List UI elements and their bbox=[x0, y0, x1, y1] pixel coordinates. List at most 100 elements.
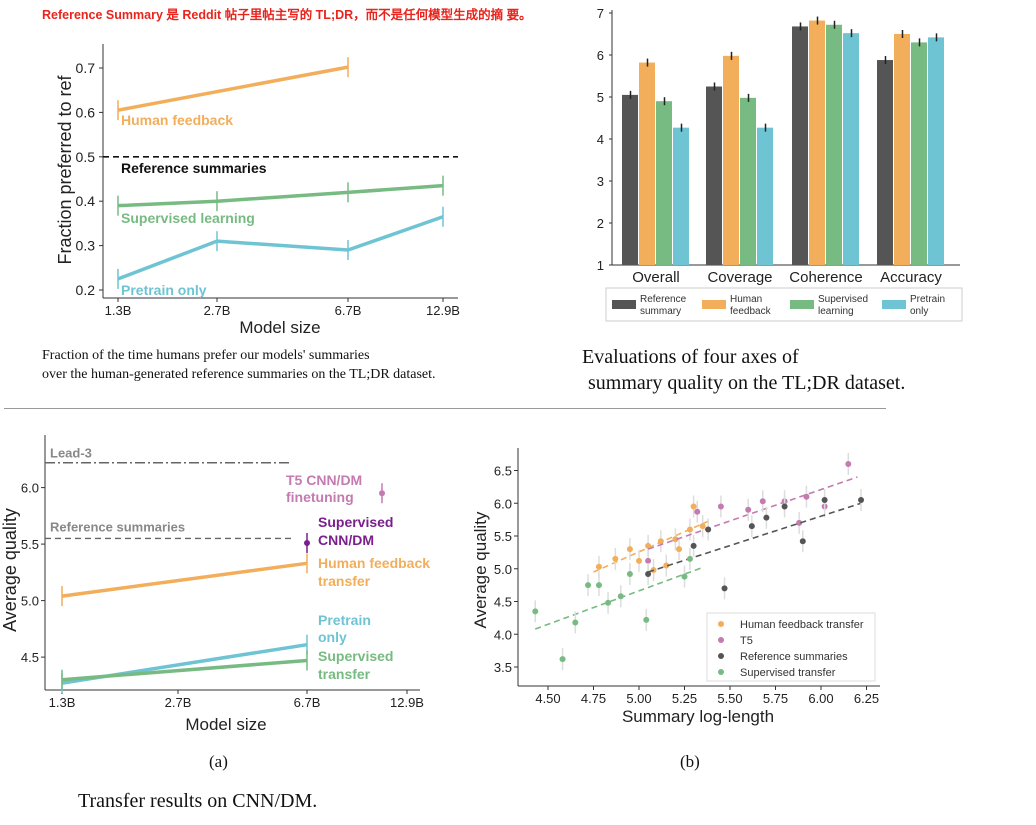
legend-swatch bbox=[882, 300, 906, 309]
y-tick-label: 5.5 bbox=[21, 537, 39, 552]
caption-transfer: Transfer results on CNN/DM. bbox=[78, 790, 318, 812]
y-tick-label: 4.0 bbox=[494, 627, 512, 642]
scatter-point bbox=[858, 496, 865, 503]
label-pretrain: Pretrain bbox=[318, 612, 371, 628]
x-tick-label: Coverage bbox=[707, 269, 772, 286]
x-tick-label: Coherence bbox=[789, 269, 862, 286]
scatter-point bbox=[672, 536, 679, 543]
y-tick-label: 5.5 bbox=[494, 529, 512, 544]
scatter-point bbox=[645, 570, 652, 577]
legend-swatch bbox=[612, 300, 636, 309]
x-tick-label: 1.3B bbox=[49, 695, 76, 710]
bar bbox=[792, 26, 808, 265]
scatter-point bbox=[643, 616, 650, 623]
x-tick-label: 5.00 bbox=[626, 691, 651, 706]
legend-label: feedback bbox=[730, 306, 772, 317]
chart-quality-vs-length: 3.5 4.0 4.5 5.0 5.5 6.0 6.5 4.50 4.75 5.00 5.25 5.5… bbox=[471, 448, 880, 726]
y-tick-label: 5.0 bbox=[21, 594, 39, 609]
y-tick-label: 4.5 bbox=[21, 650, 39, 665]
scatter-point bbox=[559, 656, 566, 663]
scatter-point bbox=[532, 608, 539, 615]
y-tick-label: 4.5 bbox=[494, 595, 512, 610]
scatter-point bbox=[799, 538, 806, 545]
scatter-point bbox=[636, 557, 642, 564]
legend-label: Reference bbox=[640, 294, 687, 305]
bar bbox=[894, 34, 910, 265]
scatter-point bbox=[626, 570, 633, 577]
legend-marker bbox=[718, 637, 724, 643]
bar bbox=[673, 127, 689, 265]
x-tick-label: 2.7B bbox=[165, 695, 192, 710]
label-supervised-learning: Supervised learning bbox=[121, 210, 255, 226]
legend-marker bbox=[718, 669, 724, 675]
y-tick-label: 6 bbox=[597, 48, 604, 63]
series-line bbox=[117, 215, 444, 281]
label-reference-summaries: Reference summaries bbox=[121, 160, 267, 176]
section-divider bbox=[4, 408, 886, 409]
label-supervised-transfer: Supervised bbox=[318, 648, 393, 664]
scatter-point bbox=[645, 542, 652, 549]
legend-marker bbox=[718, 621, 724, 627]
x-tick-label: 12.9B bbox=[426, 303, 460, 318]
caption-axes-line2: summary quality on the TL;DR dataset. bbox=[588, 372, 906, 394]
scatter-point bbox=[803, 493, 810, 500]
scatter-point bbox=[645, 557, 652, 564]
scatter-point bbox=[626, 546, 633, 553]
label-pretrain-only: Pretrain only bbox=[121, 282, 207, 298]
chart-transfer-quality: 4.5 5.0 5.5 6.0 1.3B 2.7B 6.7B 12.9B Model size A… bbox=[0, 435, 430, 734]
scatter-point bbox=[690, 542, 697, 549]
label-pretrain: only bbox=[318, 629, 347, 645]
label-lead3: Lead-3 bbox=[50, 446, 92, 461]
fit-line bbox=[647, 476, 858, 550]
scatter-point bbox=[657, 538, 664, 545]
caption-axes: Evaluations of four axes of summary qual… bbox=[582, 344, 905, 396]
x-tick-label: 12.9B bbox=[390, 695, 424, 710]
x-tick-label: 6.7B bbox=[335, 303, 362, 318]
scatter-point bbox=[699, 523, 706, 530]
scatter-point bbox=[781, 503, 788, 510]
caption-preference-line1: Fraction of the time humans prefer our m… bbox=[42, 348, 370, 363]
scatter-point bbox=[595, 582, 602, 589]
series-line bbox=[117, 65, 349, 112]
x-tick-label: 5.75 bbox=[763, 691, 788, 706]
label-t5: finetuning bbox=[286, 489, 354, 505]
y-tick-label: 6.0 bbox=[494, 496, 512, 511]
scatter-point bbox=[845, 460, 852, 467]
point-marker bbox=[379, 490, 385, 497]
scatter-point bbox=[796, 519, 803, 526]
x-tick-label: 5.50 bbox=[717, 691, 742, 706]
legend-label: Pretrain bbox=[910, 294, 945, 305]
label-supervised-transfer: transfer bbox=[318, 666, 371, 682]
label-supervised-cnn: CNN/DM bbox=[318, 532, 374, 548]
legend-label: only bbox=[910, 306, 928, 317]
bar bbox=[656, 101, 672, 265]
bar bbox=[843, 33, 859, 265]
y-tick-label: 7 bbox=[597, 6, 604, 21]
caption-preference-line2: over the human-generated reference summa… bbox=[42, 367, 436, 382]
bar bbox=[740, 97, 756, 265]
y-tick-label: 1 bbox=[597, 258, 604, 273]
point-marker bbox=[304, 539, 310, 546]
scatter-point bbox=[605, 599, 612, 606]
x-tick-label: 4.75 bbox=[581, 691, 606, 706]
bar bbox=[622, 94, 638, 266]
x-tick-label: 1.3B bbox=[105, 303, 132, 318]
y-tick-label: 3 bbox=[597, 174, 604, 189]
x-tick-label: 6.7B bbox=[294, 695, 321, 710]
x-tick-label: Accuracy bbox=[880, 269, 942, 286]
y-tick-label: 5.0 bbox=[494, 562, 512, 577]
scatter-point bbox=[572, 619, 579, 626]
label-t5: T5 CNN/DM bbox=[286, 472, 362, 488]
legend-box bbox=[706, 612, 876, 682]
y-tick-label: 6.5 bbox=[494, 464, 512, 479]
bar bbox=[639, 62, 655, 266]
legend-swatch bbox=[790, 300, 814, 309]
chart-preference-vs-size: 0.2 0.3 0.4 0.5 0.6 0.7 1.3B 2.7B 6.7B 12.9B Model… bbox=[55, 44, 460, 337]
legend-label: T5 bbox=[740, 635, 753, 647]
legend-label: Human feedback transfer bbox=[740, 619, 864, 631]
y-tick-label: 6.0 bbox=[21, 481, 39, 496]
y-axis-label: Average quality bbox=[0, 508, 20, 632]
label-reference-summaries: Reference summaries bbox=[50, 519, 185, 534]
y-tick-label: 0.7 bbox=[76, 60, 96, 76]
scatter-point bbox=[763, 514, 770, 521]
